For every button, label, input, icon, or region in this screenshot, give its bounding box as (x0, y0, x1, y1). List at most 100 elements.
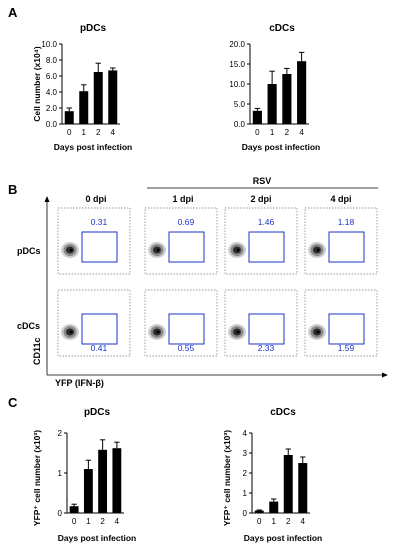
x-axis-label: Days post infection (244, 533, 322, 543)
gate-box (328, 313, 365, 345)
x-tick-label: 2 (285, 128, 290, 137)
density-contour-core (236, 248, 240, 252)
flow-cytometry-panel: RSV 0 dpi 1 dpi 2 dpi 4 dpi pDCs cDCs CD… (17, 176, 388, 388)
flow-plot-frame (144, 207, 218, 275)
gate-percentage: 2.33 (258, 343, 275, 353)
bar (267, 84, 277, 124)
x-tick-label: 0 (67, 128, 72, 137)
column-label-1dpi: 1 dpi (172, 194, 193, 204)
gate-percentage: 1.59 (338, 343, 355, 353)
density-contour-core (156, 248, 160, 252)
density-contour-core (69, 330, 73, 334)
gate-box (168, 313, 205, 345)
gate-percentage: 1.18 (338, 217, 355, 227)
density-contour-core (156, 330, 160, 334)
chart-title: cDCs (269, 23, 295, 34)
bar (282, 74, 292, 124)
density-contour-core (316, 248, 320, 252)
y-tick-label: 0 (58, 509, 63, 518)
bar (64, 111, 74, 124)
column-label-0dpi: 0 dpi (85, 194, 106, 204)
bar (297, 61, 307, 124)
x-axis-label: Days post infection (54, 142, 132, 152)
x-tick-label: 2 (100, 517, 105, 526)
x-tick-label: 0 (257, 517, 262, 526)
x-tick-label: 1 (82, 128, 87, 137)
yfp-axis-label: YFP (IFN-β) (55, 378, 104, 388)
cd11c-axis-label: CD11c (32, 337, 42, 365)
bar (252, 110, 262, 124)
gate-box (328, 231, 365, 263)
x-tick-label: 1 (86, 517, 91, 526)
flow-plot-frame (57, 289, 131, 357)
y-tick-label: 10.0 (41, 40, 57, 49)
flow-plot-frame (304, 289, 378, 357)
x-tick-label: 0 (255, 128, 260, 137)
x-axis-label: Days post infection (58, 533, 136, 543)
gate-percentage: 0.55 (178, 343, 195, 353)
y-axis-label: YFP⁺ cell number (x10³) (32, 430, 42, 526)
x-tick-label: 4 (115, 517, 120, 526)
column-label-4dpi: 4 dpi (330, 194, 351, 204)
y-tick-label: 1 (243, 489, 248, 498)
yfp-arrowhead (382, 372, 388, 378)
chart-title: cDCs (270, 407, 296, 418)
chart-title: pDCs (84, 407, 111, 418)
y-tick-label: 8.0 (46, 56, 58, 65)
gate-percentage: 1.46 (258, 217, 275, 227)
bar (283, 455, 293, 513)
y-tick-label: 3 (243, 449, 248, 458)
panel-label-c: C (8, 395, 18, 410)
density-contour-core (316, 330, 320, 334)
gate-box (248, 231, 285, 263)
y-tick-label: 20.0 (229, 40, 245, 49)
bar (298, 463, 308, 513)
y-tick-label: 1 (58, 469, 63, 478)
cd11c-arrowhead (44, 196, 50, 202)
gate-box (248, 313, 285, 345)
bar (254, 510, 264, 513)
gate-percentage: 0.31 (91, 217, 108, 227)
bar (79, 91, 89, 124)
y-tick-label: 0 (243, 509, 248, 518)
bar (69, 506, 79, 513)
x-tick-label: 1 (270, 128, 275, 137)
y-tick-label: 6.0 (46, 72, 58, 81)
flow-plot-frame (224, 289, 298, 357)
y-tick-label: 5.0 (234, 100, 246, 109)
x-tick-label: 4 (299, 128, 304, 137)
y-tick-label: 4 (243, 429, 248, 438)
panel-label-a: A (8, 5, 18, 20)
y-tick-label: 15.0 (229, 60, 245, 69)
gate-box (168, 231, 205, 263)
y-tick-label: 10.0 (229, 80, 245, 89)
x-tick-label: 2 (96, 128, 101, 137)
density-contour-core (69, 248, 73, 252)
chart-a-pdcs: pDCs 0.0 2.0 4.0 6.0 8.0 10.0 0 1 2 4 Days post inf… (32, 23, 132, 152)
y-tick-label: 2 (58, 429, 63, 438)
bar (98, 449, 108, 513)
flow-plot-frame (224, 207, 298, 275)
y-tick-label: 2.0 (46, 104, 58, 113)
gate-percentage: 0.41 (91, 343, 108, 353)
y-tick-label: 0.0 (46, 120, 58, 129)
x-tick-label: 0 (72, 517, 77, 526)
y-axis-label: YFP⁺ cell number (x10³) (222, 430, 232, 526)
x-tick-label: 4 (301, 517, 306, 526)
flow-plot-frame (144, 289, 218, 357)
bar (83, 469, 93, 513)
y-axis-label: Cell number (x10⁴) (32, 46, 42, 122)
gate-percentage: 0.69 (178, 217, 195, 227)
x-axis-label: Days post infection (242, 142, 320, 152)
row-label-cdcs: cDCs (17, 321, 40, 331)
y-tick-label: 2 (243, 469, 248, 478)
bar (108, 70, 118, 124)
chart-title: pDCs (80, 23, 107, 34)
x-tick-label: 2 (286, 517, 291, 526)
y-tick-label: 0.0 (234, 120, 246, 129)
bar (93, 72, 103, 124)
bar (269, 501, 279, 513)
